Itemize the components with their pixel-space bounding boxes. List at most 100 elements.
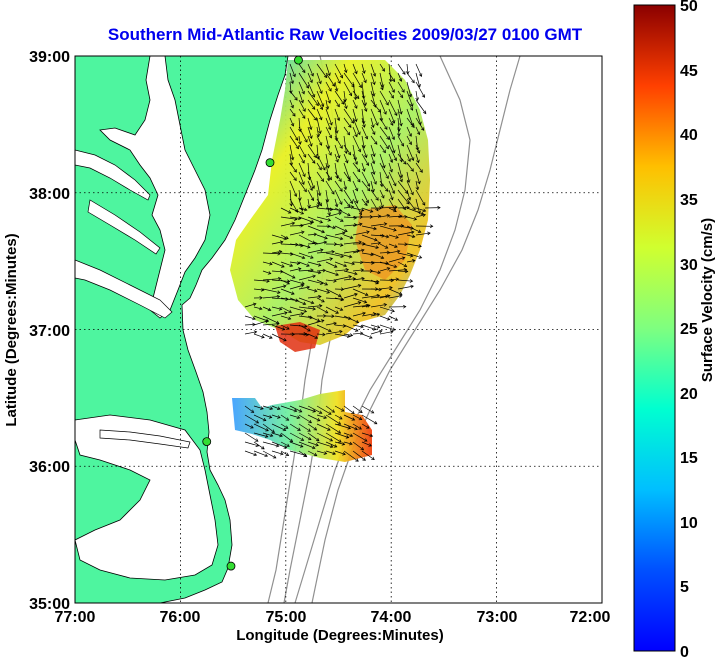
velocity-vector-head <box>355 319 360 324</box>
velocity-vector-head <box>301 255 306 260</box>
velocity-vector <box>370 270 381 274</box>
velocity-vector-head <box>334 88 339 92</box>
velocity-vector <box>325 117 331 130</box>
velocity-vector <box>352 223 363 227</box>
velocity-vector-head <box>359 260 364 265</box>
velocity-vector <box>307 225 325 233</box>
velocity-vector-head <box>323 314 327 318</box>
velocity-vector-head <box>323 451 328 455</box>
velocity-vector <box>370 81 375 97</box>
velocity-vector <box>325 270 339 276</box>
velocity-vector-head <box>367 303 371 308</box>
velocity-vector <box>352 207 364 211</box>
velocity-vector-head <box>264 453 269 458</box>
velocity-vector-head <box>354 187 359 192</box>
velocity-vector <box>361 198 368 206</box>
velocity-vector <box>415 108 421 125</box>
velocity-vector <box>352 297 367 303</box>
velocity-vector <box>316 216 331 221</box>
velocity-vector-head <box>338 293 342 298</box>
velocity-vector <box>370 108 379 126</box>
velocity-vector-head <box>422 110 427 115</box>
velocity-vector-head <box>291 291 295 295</box>
velocity-vector-head <box>407 197 412 201</box>
velocity-vector <box>370 99 381 113</box>
velocity-vector <box>334 216 344 222</box>
velocity-vector <box>397 117 400 132</box>
velocity-vector-head <box>327 72 331 77</box>
velocity-vector-head <box>349 200 353 205</box>
velocity-vector-head <box>301 90 305 95</box>
velocity-vector <box>307 320 324 326</box>
velocity-vector-head <box>375 245 379 250</box>
velocity-vector <box>388 315 398 321</box>
velocity-vector-head <box>349 235 354 240</box>
velocity-vector-head <box>265 319 269 324</box>
velocity-vector <box>280 450 289 456</box>
velocity-vector <box>388 207 397 212</box>
velocity-vector <box>325 279 337 282</box>
velocity-vector <box>415 126 420 135</box>
velocity-vector <box>298 63 306 73</box>
velocity-vector-head <box>333 444 338 448</box>
velocity-vector <box>253 333 265 338</box>
velocity-vector-head <box>319 248 324 252</box>
velocity-vector-head <box>375 197 379 201</box>
velocity-vector <box>298 315 313 319</box>
velocity-vector <box>289 243 304 247</box>
velocity-vector-head <box>286 281 290 285</box>
velocity-vector-head <box>296 415 301 419</box>
velocity-vector <box>307 135 313 147</box>
velocity-vector-head <box>415 186 420 191</box>
velocity-vector-head <box>393 228 397 232</box>
velocity-vector <box>316 251 335 254</box>
velocity-vector-head <box>391 190 396 195</box>
velocity-vector <box>379 144 386 153</box>
velocity-vector <box>307 243 318 245</box>
velocity-vector <box>289 99 294 109</box>
velocity-vector <box>352 72 362 88</box>
velocity-vector-head <box>364 202 368 207</box>
velocity-vector-head <box>384 188 389 192</box>
velocity-vector <box>343 250 360 254</box>
velocity-vector-head <box>364 292 369 297</box>
velocity-vector <box>325 306 339 314</box>
velocity-vector <box>289 171 297 181</box>
velocity-vector <box>298 423 311 432</box>
velocity-vector-head <box>406 205 410 210</box>
velocity-vector-head <box>329 444 334 449</box>
velocity-vector-head <box>344 228 348 233</box>
velocity-vector-head <box>302 154 307 158</box>
velocity-vector <box>289 189 292 206</box>
velocity-vector <box>316 306 328 314</box>
velocity-vector <box>298 286 310 290</box>
velocity-vector <box>379 243 389 249</box>
x-tick-label: 77:00 <box>55 609 96 626</box>
velocity-vector-head <box>253 452 258 457</box>
velocity-vector-head <box>385 175 389 180</box>
velocity-vector <box>352 90 360 99</box>
x-tick-label: 73:00 <box>477 609 518 626</box>
velocity-vector <box>316 279 328 286</box>
velocity-vector-head <box>372 73 377 77</box>
velocity-vector <box>289 144 294 160</box>
colorbar-tick-label: 20 <box>680 386 698 403</box>
velocity-vector-head <box>305 332 309 337</box>
velocity-vector-head <box>385 234 390 239</box>
velocity-vector <box>370 180 374 192</box>
velocity-vector <box>280 279 290 285</box>
velocity-vector <box>379 295 391 299</box>
velocity-vector-head <box>312 274 316 279</box>
map-content <box>75 56 602 603</box>
velocity-vector <box>370 126 376 135</box>
velocity-vector-head <box>319 90 323 95</box>
velocity-vector <box>298 243 311 248</box>
velocity-vector <box>379 99 387 115</box>
velocity-vector <box>325 212 342 218</box>
velocity-vector-head <box>399 94 404 99</box>
velocity-vector <box>316 423 331 431</box>
velocity-vector-head <box>324 310 329 314</box>
velocity-vector-head <box>331 83 335 87</box>
velocity-vector-head <box>300 437 305 441</box>
velocity-vector-head <box>318 304 323 308</box>
